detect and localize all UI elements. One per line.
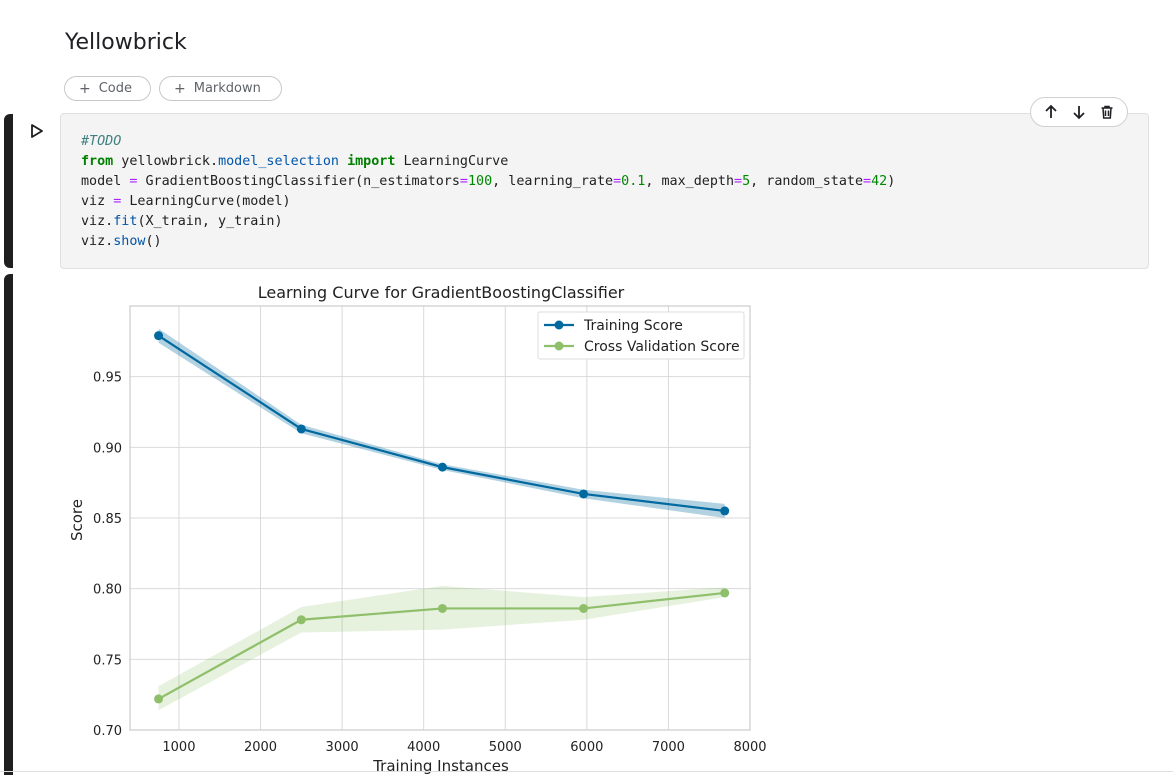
plus-icon: + bbox=[174, 80, 186, 97]
output-focus-bar bbox=[4, 274, 13, 775]
code-line-6: viz.show() bbox=[81, 234, 162, 249]
add-code-label: Code bbox=[98, 81, 133, 96]
x-tick-label: 3000 bbox=[326, 740, 359, 755]
code-line-2: from yellowbrick.model_selection import … bbox=[81, 154, 509, 169]
play-icon[interactable] bbox=[30, 123, 44, 139]
plot-frame bbox=[129, 305, 751, 731]
y-tick-label: 0.90 bbox=[93, 441, 122, 456]
arrow-down-icon[interactable] bbox=[1068, 101, 1090, 123]
code-line-4: viz = LearningCurve(model) bbox=[81, 194, 291, 209]
cell-focus-bar bbox=[4, 114, 13, 268]
data-point bbox=[296, 615, 306, 625]
data-point bbox=[720, 588, 730, 598]
y-tick-label: 0.75 bbox=[93, 653, 122, 668]
arrow-up-icon[interactable] bbox=[1040, 101, 1062, 123]
series-line-1 bbox=[157, 334, 725, 513]
code-editor[interactable]: #TODO from yellowbrick.model_selection i… bbox=[81, 132, 895, 252]
bottom-divider bbox=[0, 771, 1173, 772]
data-point bbox=[579, 489, 589, 499]
code-line-3: model = GradientBoostingClassifier(n_est… bbox=[81, 174, 896, 189]
section-heading: Yellowbrick bbox=[65, 30, 187, 55]
data-point bbox=[154, 331, 164, 341]
legend-entry: Cross Validation Score bbox=[584, 339, 740, 355]
add-code-button[interactable]: + Code bbox=[64, 76, 151, 101]
series-points bbox=[154, 331, 730, 704]
y-tick-label: 0.70 bbox=[93, 724, 122, 739]
data-point bbox=[154, 694, 164, 704]
code-line-1: #TODO bbox=[81, 134, 122, 149]
x-axis-label: Training Instances bbox=[372, 757, 509, 775]
y-tick-label: 0.95 bbox=[93, 371, 122, 386]
add-markdown-button[interactable]: + Markdown bbox=[159, 76, 282, 101]
data-point bbox=[437, 603, 447, 613]
x-tick-label: 4000 bbox=[407, 740, 440, 755]
code-cell[interactable]: #TODO from yellowbrick.model_selection i… bbox=[60, 113, 1149, 269]
y-tick-label: 0.85 bbox=[93, 512, 122, 527]
learning-curve-chart: Learning Curve for GradientBoostingClass… bbox=[68, 283, 767, 775]
add-markdown-label: Markdown bbox=[193, 81, 261, 96]
y-axis-label: Score bbox=[68, 499, 86, 541]
data-point bbox=[720, 506, 730, 516]
y-tick-labels: 0.70 0.75 0.80 0.85 0.90 0.95 bbox=[93, 371, 122, 739]
legend-entry: Training Score bbox=[583, 318, 683, 334]
y-tick-label: 0.80 bbox=[93, 583, 122, 598]
chart-title: Learning Curve for GradientBoostingClass… bbox=[258, 283, 625, 302]
plus-icon: + bbox=[79, 80, 91, 97]
legend-marker bbox=[554, 320, 564, 330]
legend-box bbox=[537, 311, 745, 360]
legend-marker bbox=[554, 341, 564, 351]
data-point bbox=[437, 462, 447, 472]
x-tick-label: 7000 bbox=[652, 740, 685, 755]
data-point bbox=[579, 603, 589, 613]
confidence-band-1 bbox=[158, 328, 725, 518]
x-tick-label: 5000 bbox=[489, 740, 522, 755]
x-tick-label: 2000 bbox=[244, 740, 277, 755]
code-line-5: viz.fit(X_train, y_train) bbox=[81, 214, 283, 229]
chart-legend: Training Score Cross Validation Score bbox=[537, 311, 745, 360]
x-tick-label: 8000 bbox=[733, 740, 766, 755]
trash-icon[interactable] bbox=[1096, 101, 1118, 123]
chart-grid bbox=[130, 306, 751, 731]
cell-toolbar bbox=[1030, 97, 1128, 127]
x-tick-labels: 1000 2000 3000 4000 5000 6000 7000 8000 bbox=[162, 740, 766, 755]
x-tick-label: 6000 bbox=[570, 740, 603, 755]
x-tick-label: 1000 bbox=[162, 740, 195, 755]
data-point bbox=[296, 424, 306, 434]
